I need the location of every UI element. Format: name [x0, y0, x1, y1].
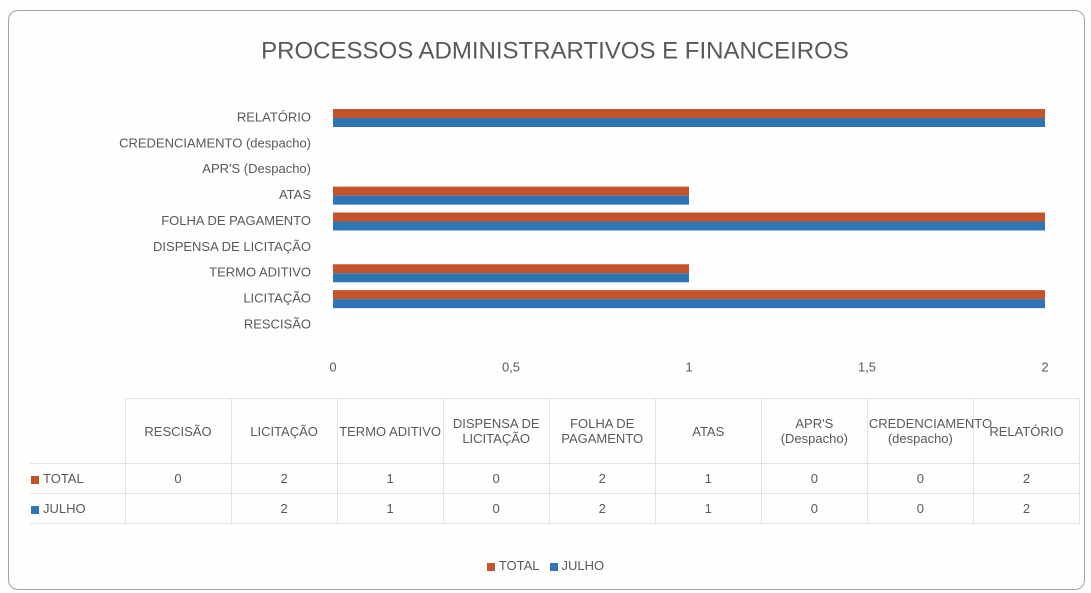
y-tick-label: CREDENCIAMENTO (despacho)	[119, 135, 311, 150]
legend-key	[486, 562, 495, 571]
series-name: TOTAL	[43, 471, 84, 486]
y-tick-label: FOLHA DE PAGAMENTO	[161, 213, 311, 228]
data-table: RESCISÃO LICITAÇÃO TERMO ADITIVO DISPENSA D…	[30, 398, 1081, 524]
table-row: TOTAL 0 2 1 0 2 1 0 0 2	[30, 463, 1081, 494]
table-cell: 0	[760, 493, 868, 524]
x-tick-label: 0,5	[502, 359, 520, 374]
legend-key	[31, 475, 39, 484]
table-row-header: TOTAL	[30, 463, 126, 494]
table-cell: 1	[336, 463, 444, 494]
bar	[333, 186, 689, 196]
table-cell: 0	[442, 493, 550, 524]
x-tick-label: 1,5	[858, 359, 876, 374]
bar	[333, 221, 1045, 231]
legend-label: JULHO	[561, 558, 605, 573]
bar	[333, 118, 1045, 127]
legend-label: TOTAL	[498, 558, 540, 573]
table-corner	[30, 398, 125, 464]
table-header: LICITAÇÃO	[230, 398, 338, 464]
table-cell: 2	[230, 463, 338, 494]
table-header: CREDENCIAMENTO (despacho)	[866, 398, 992, 464]
y-tick-label: RELATÓRIO	[237, 109, 311, 124]
y-tick-label: APR'S (Despacho)	[202, 161, 311, 176]
series-name: JULHO	[43, 501, 86, 516]
bar	[333, 195, 689, 205]
legend-item: TOTAL	[486, 558, 540, 573]
table-cell: 1	[336, 493, 444, 524]
table-header: TERMO ADITIVO	[336, 398, 444, 464]
bar	[333, 299, 1045, 309]
x-tick-label: 1	[685, 359, 692, 374]
table-header: DISPENSA DE LICITAÇÃO	[442, 398, 550, 464]
table-cell: 2	[230, 493, 338, 524]
legend-key	[549, 562, 558, 571]
y-tick-label: RESCISÃO	[244, 316, 311, 331]
table-row-header: JULHO	[30, 493, 126, 524]
x-tick-label: 2	[1041, 359, 1048, 374]
chart-title: PROCESSOS ADMINISTRARTIVOS E FINANCEIROS	[261, 37, 849, 64]
table-header-row: RESCISÃO LICITAÇÃO TERMO ADITIVO DISPENSA D…	[30, 398, 1081, 464]
y-tick-label: LICITAÇÃO	[243, 291, 311, 306]
y-tick-label: DISPENSA DE LICITAÇÃO	[153, 239, 311, 254]
table-row: JULHO 2 1 0 2 1 0 0 2	[30, 493, 1081, 524]
bar	[333, 212, 1045, 222]
table-header: APR'S (Despacho)	[760, 398, 868, 464]
table-header: RESCISÃO	[124, 398, 232, 464]
y-tick-label: ATAS	[279, 187, 311, 202]
bar	[333, 290, 1045, 300]
table-cell: 0	[760, 463, 868, 494]
table-cell: 2	[548, 463, 656, 494]
bar	[333, 264, 689, 274]
table-header: ATAS	[654, 398, 762, 464]
table-header: FOLHA DE PAGAMENTO	[548, 398, 656, 464]
legend-item: JULHO	[549, 558, 605, 573]
table-cell: 0	[124, 463, 232, 494]
table-cell: 0	[866, 493, 974, 524]
table-cell: 1	[654, 463, 762, 494]
bar	[333, 273, 689, 283]
table-cell: 1	[654, 493, 762, 524]
legend: TOTAL JULHO	[0, 558, 1091, 573]
table-cell: 0	[866, 463, 974, 494]
legend-key	[31, 505, 39, 514]
table-cell: 0	[442, 463, 550, 494]
table-cell	[124, 493, 232, 524]
table-cell: 2	[548, 493, 656, 524]
table-header: RELATÓRIO	[972, 398, 1081, 464]
bar	[333, 109, 1045, 118]
x-tick-label: 0	[329, 359, 336, 374]
table-cell: 2	[972, 493, 1081, 524]
table-cell: 2	[972, 463, 1081, 494]
y-tick-label: TERMO ADITIVO	[209, 265, 311, 280]
